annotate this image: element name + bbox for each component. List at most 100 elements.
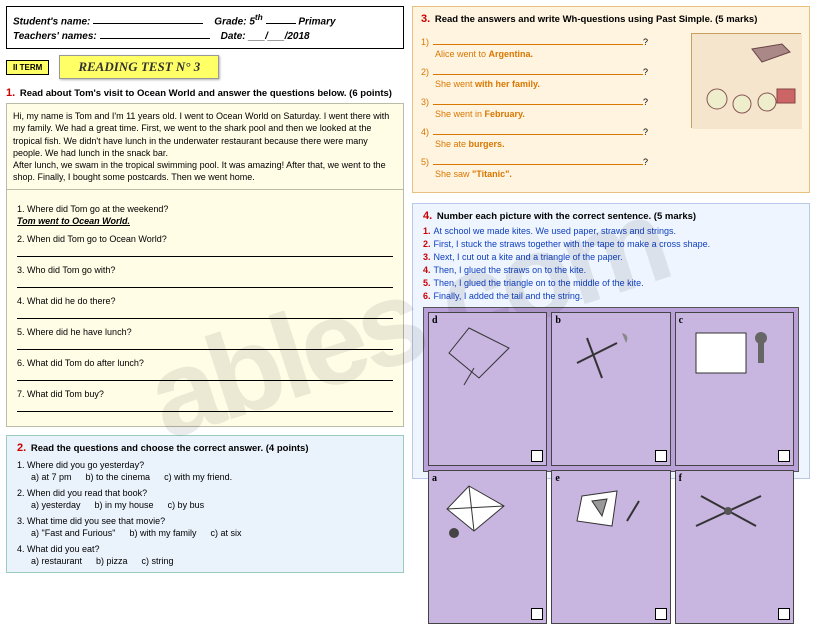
ans-line[interactable] — [17, 278, 393, 288]
s4-title: Number each picture with the correct sen… — [437, 211, 696, 222]
s3-a3b: February. — [485, 109, 525, 119]
ans-line[interactable] — [17, 371, 393, 381]
s2-q3-a[interactable]: a) "Fast and Furious" — [31, 528, 115, 538]
s3-a2b: with her family. — [475, 79, 540, 89]
ans-line[interactable] — [17, 247, 393, 257]
right-column: 3. Read the answers and write Wh-questio… — [412, 6, 810, 573]
pic-d: d — [428, 312, 547, 466]
s2-q1: 1. Where did you go yesterday? — [17, 460, 144, 470]
s4-l3: Next, I cut out a kite and a triangle of… — [434, 252, 623, 262]
s2-q3-c[interactable]: c) at six — [210, 528, 241, 538]
s1-title: Read about Tom's visit to Ocean World an… — [20, 88, 392, 99]
s4-l1: At school we made kites. We used paper, … — [434, 226, 676, 236]
s3-a5b: "Titanic". — [472, 169, 512, 179]
s3-n3: 3) — [421, 97, 429, 107]
left-column: Student's name: Grade: 5th Primary Teach… — [6, 6, 404, 573]
wh-line[interactable] — [433, 126, 643, 135]
student-blank[interactable] — [93, 14, 203, 24]
term-row: II TERM READING TEST N° 3 — [6, 55, 404, 79]
pic-label: e — [555, 473, 559, 484]
s3-num: 3. — [421, 13, 430, 25]
s3-a1p: Alice went to — [435, 49, 489, 59]
s4-l6: Finally, I added the tail and the string… — [434, 291, 583, 301]
teachers-blank[interactable] — [100, 29, 210, 39]
primary-label: Primary — [298, 16, 335, 27]
s1-num: 1. — [6, 87, 15, 99]
travel-icon — [692, 34, 802, 129]
s1-questions: 1. Where did Tom go at the weekend? Tom … — [6, 190, 404, 427]
teachers-label: Teachers' names: — [13, 31, 97, 42]
s4-l4: Then, I glued the straws on to the kite. — [434, 265, 587, 275]
s2-q2-c[interactable]: c) by bus — [168, 500, 205, 510]
wh-line[interactable] — [433, 156, 643, 165]
answer-box[interactable] — [531, 450, 543, 462]
ans-line[interactable] — [17, 340, 393, 350]
s2-q4: 4. What did you eat? — [17, 544, 100, 554]
s2-q1-a[interactable]: a) at 7 pm — [31, 472, 72, 482]
s3-a2p: She went — [435, 79, 475, 89]
term-badge: II TERM — [6, 60, 49, 75]
wh-line[interactable] — [433, 96, 643, 105]
s2-q2: 2. When did you read that book? — [17, 488, 147, 498]
s1-q7: 7. What did Tom buy? — [17, 389, 104, 399]
wh-line[interactable] — [433, 66, 643, 75]
s1-q4: 4. What did he do there? — [17, 296, 116, 306]
s1-q6: 6. What did Tom do after lunch? — [17, 358, 144, 368]
page: Student's name: Grade: 5th Primary Teach… — [0, 0, 821, 579]
s2-q3-b[interactable]: b) with my family — [129, 528, 196, 538]
s1-head: 1. Read about Tom's visit to Ocean World… — [6, 87, 404, 99]
s3-a1b: Argentina. — [489, 49, 534, 59]
s4-num: 4. — [423, 210, 432, 222]
s2-q2-a[interactable]: a) yesterday — [31, 500, 81, 510]
pic-e: e — [551, 470, 670, 624]
pic-b: b — [551, 312, 670, 466]
grade-label: Grade: — [214, 16, 246, 27]
s2-num: 2. — [17, 442, 26, 454]
date-label: Date: — [221, 31, 246, 42]
s2-q3: 3. What time did you see that movie? — [17, 516, 165, 526]
s2-q4-b[interactable]: b) pizza — [96, 556, 128, 566]
s2-q1-b[interactable]: b) to the cinema — [86, 472, 151, 482]
answer-box[interactable] — [655, 608, 667, 620]
pic-a: a — [428, 470, 547, 624]
date-year: /2018 — [285, 31, 310, 42]
header-box: Student's name: Grade: 5th Primary Teach… — [6, 6, 404, 49]
s3-a5p: She saw — [435, 169, 472, 179]
picture-grid: d b c a e f — [423, 307, 799, 472]
s2-box: 2. Read the questions and choose the cor… — [6, 435, 404, 573]
s3-n1: 1) — [421, 37, 429, 47]
s1-passage: Hi, my name is Tom and I'm 11 years old.… — [6, 103, 404, 190]
answer-box[interactable] — [778, 450, 790, 462]
pic-label: d — [432, 315, 438, 326]
s3-a3p: She went in — [435, 109, 485, 119]
s2-q4-c[interactable]: c) string — [142, 556, 174, 566]
answer-box[interactable] — [655, 450, 667, 462]
pic-label: f — [679, 473, 682, 484]
grade-blank[interactable] — [266, 14, 296, 24]
s2-q2-b[interactable]: b) in my house — [95, 500, 154, 510]
s3-box: 3. Read the answers and write Wh-questio… — [412, 6, 810, 193]
ans-line[interactable] — [17, 402, 393, 412]
pic-label: b — [555, 315, 561, 326]
s3-n2: 2) — [421, 67, 429, 77]
s3-a4b: burgers. — [469, 139, 505, 149]
s4-l2: First, I stuck the straws together with … — [434, 239, 711, 249]
s2-q4-a[interactable]: a) restaurant — [31, 556, 82, 566]
s3-a4p: She ate — [435, 139, 469, 149]
s2-q1-c[interactable]: c) with my friend. — [164, 472, 232, 482]
pic-c: c — [675, 312, 794, 466]
grade-suffix: th — [255, 12, 263, 22]
s1-q5: 5. Where did he have lunch? — [17, 327, 132, 337]
s1-q2: 2. When did Tom go to Ocean World? — [17, 234, 167, 244]
s2-title: Read the questions and choose the correc… — [31, 443, 309, 454]
s1-q3: 3. Who did Tom go with? — [17, 265, 115, 275]
s3-n4: 4) — [421, 127, 429, 137]
ans-line[interactable] — [17, 309, 393, 319]
s4-l5: Then, I glued the triangle on to the mid… — [434, 278, 644, 288]
s4-box: 4. Number each picture with the correct … — [412, 203, 810, 479]
answer-box[interactable] — [778, 608, 790, 620]
pic-label: a — [432, 473, 437, 484]
wh-line[interactable] — [433, 36, 643, 45]
answer-box[interactable] — [531, 608, 543, 620]
s1-a1: Tom went to Ocean World. — [17, 216, 393, 226]
